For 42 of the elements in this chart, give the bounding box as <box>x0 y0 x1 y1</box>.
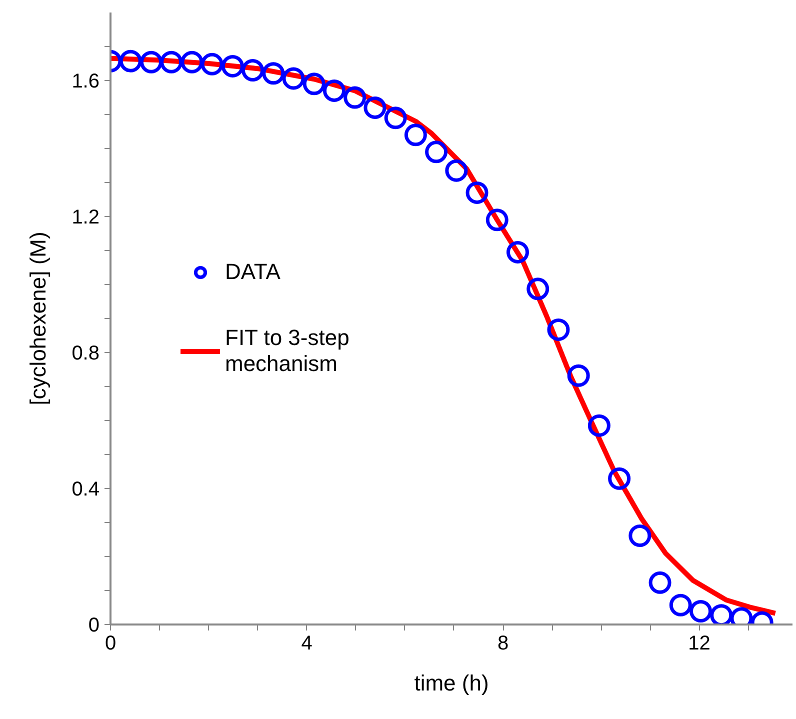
point <box>628 524 652 547</box>
point <box>669 594 692 616</box>
y-tick-label: 1.2 <box>72 206 100 228</box>
point <box>180 50 204 74</box>
x-tick-label: 8 <box>497 632 509 654</box>
x-axis-title: time (h) <box>414 670 489 696</box>
point <box>119 50 142 72</box>
point <box>160 50 183 74</box>
x-tick-label: 12 <box>688 632 710 654</box>
point <box>282 67 305 90</box>
point <box>425 140 448 164</box>
point <box>322 79 346 102</box>
point <box>648 571 672 594</box>
point <box>506 240 529 264</box>
point <box>486 208 508 232</box>
point <box>200 52 224 76</box>
point <box>608 467 631 490</box>
point <box>364 96 386 119</box>
point <box>140 50 162 74</box>
point <box>690 600 712 622</box>
point <box>262 62 285 85</box>
point <box>445 159 468 182</box>
point <box>221 54 244 78</box>
point <box>404 124 427 146</box>
x-tick-label: 0 <box>104 632 116 654</box>
point <box>344 86 366 109</box>
legend-label: FIT to 3-step mechanism <box>225 325 350 377</box>
y-tick-label: 1.6 <box>72 70 100 92</box>
legend-label: DATA <box>225 259 282 285</box>
point <box>526 278 550 300</box>
x-tick-label: 4 <box>301 632 312 654</box>
point <box>384 106 407 130</box>
y-axis-title: [cyclohexene] (M) <box>26 232 51 406</box>
point <box>567 364 590 387</box>
y-tick-label: 0 <box>88 614 100 636</box>
y-tick-label: 0.8 <box>72 342 100 364</box>
point <box>547 318 570 341</box>
y-tick-label: 0.4 <box>72 478 100 500</box>
point <box>302 72 326 96</box>
point <box>588 414 610 437</box>
point <box>242 59 264 82</box>
point <box>466 181 488 204</box>
